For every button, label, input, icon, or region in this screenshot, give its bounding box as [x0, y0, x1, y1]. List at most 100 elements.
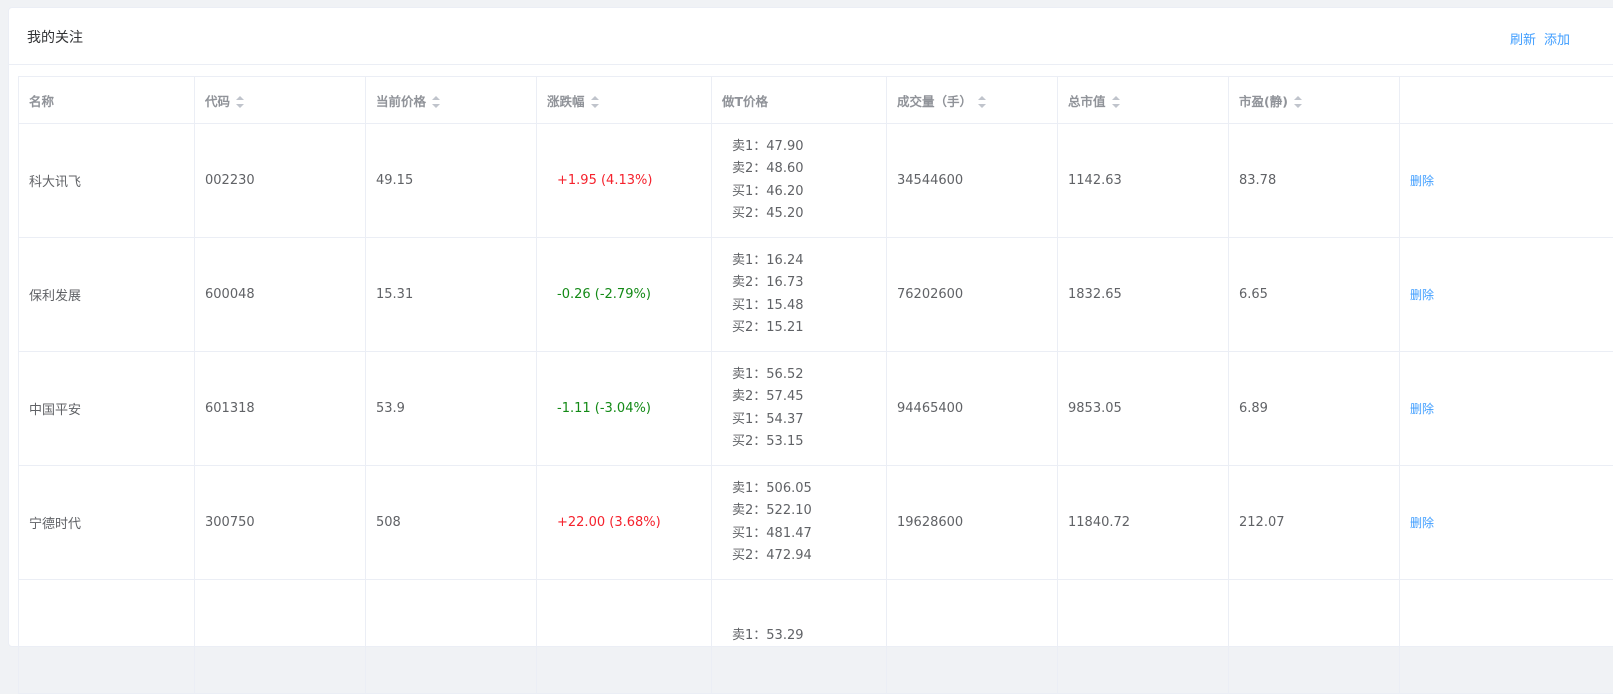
- cell-market-cap: 9853.05: [1058, 352, 1229, 466]
- cell-volume: [887, 580, 1058, 694]
- cell-text: 212.07: [1239, 515, 1285, 530]
- cell-text: 53.9: [376, 401, 405, 416]
- delete-button[interactable]: 删除: [1410, 174, 1434, 188]
- cell-code: 601318: [195, 352, 366, 466]
- card-header: 我的关注 刷新添加: [9, 8, 1613, 65]
- header-actions: 刷新添加: [1510, 29, 1578, 48]
- cell-text: 19628600: [897, 515, 963, 530]
- cell-name: 中国平安: [19, 352, 195, 466]
- cell-text: 宁德时代: [29, 517, 81, 532]
- cell-price: [366, 580, 537, 694]
- column-header[interactable]: 总市值: [1058, 77, 1229, 124]
- cell-text: 94465400: [897, 401, 963, 416]
- cell-pe: 83.78: [1229, 124, 1400, 238]
- cell-change: -1.11 (-3.04%): [537, 352, 712, 466]
- column-header[interactable]: 代码: [195, 77, 366, 124]
- add-button[interactable]: 添加: [1544, 33, 1570, 48]
- t-price-item: 卖2：57.45: [732, 386, 886, 409]
- t-price-item: 买1：15.48: [732, 295, 886, 318]
- column-header-label: 总市值: [1068, 94, 1106, 109]
- cell-text: 300750: [205, 515, 255, 530]
- cell-action: 删除: [1400, 466, 1613, 580]
- cell-text: 508: [376, 515, 401, 530]
- sort-caret-icon[interactable]: [236, 96, 244, 108]
- sort-caret-icon[interactable]: [1294, 96, 1302, 108]
- cell-text: 76202600: [897, 287, 963, 302]
- cell-market-cap: 1142.63: [1058, 124, 1229, 238]
- cell-text: 9853.05: [1068, 401, 1122, 416]
- cell-change: +1.95 (4.13%): [537, 124, 712, 238]
- column-header: 名称: [19, 77, 195, 124]
- t-price-item: 卖1：16.24: [732, 250, 886, 273]
- cell-change: +22.00 (3.68%): [537, 466, 712, 580]
- delete-button[interactable]: 删除: [1410, 402, 1434, 416]
- column-header[interactable]: 当前价格: [366, 77, 537, 124]
- delete-button[interactable]: 删除: [1410, 288, 1434, 302]
- sort-caret-icon[interactable]: [1112, 96, 1120, 108]
- cell-pe: 6.65: [1229, 238, 1400, 352]
- column-header[interactable]: 涨跌幅: [537, 77, 712, 124]
- t-price-item: 买1：54.37: [732, 409, 886, 432]
- cell-text: 11840.72: [1068, 515, 1130, 530]
- column-header-label: 名称: [29, 94, 54, 109]
- cell-code: 002230: [195, 124, 366, 238]
- cell-action: 删除: [1400, 352, 1613, 466]
- column-header-label: 涨跌幅: [547, 94, 585, 109]
- column-header[interactable]: 成交量（手）: [887, 77, 1058, 124]
- column-header: [1400, 77, 1613, 124]
- card-title: 我的关注: [27, 27, 83, 47]
- column-header-label: 成交量（手）: [897, 94, 972, 109]
- cell-text: 15.31: [376, 287, 413, 302]
- cell-text: 601318: [205, 401, 255, 416]
- change-value: +22.00 (3.68%): [547, 515, 661, 530]
- cell-t-prices: 卖1：53.29: [712, 580, 887, 694]
- cell-text: 49.15: [376, 173, 413, 188]
- t-price-item: 买1：481.47: [732, 523, 886, 546]
- cell-price: 15.31: [366, 238, 537, 352]
- t-price-item: 买2：45.20: [732, 203, 886, 226]
- change-value: -0.26 (-2.79%): [547, 287, 651, 302]
- cell-name: 保利发展: [19, 238, 195, 352]
- cell-text: 83.78: [1239, 173, 1276, 188]
- cell-pe: [1229, 580, 1400, 694]
- cell-change: -0.26 (-2.79%): [537, 238, 712, 352]
- column-header-label: 代码: [205, 94, 230, 109]
- cell-action: 删除: [1400, 238, 1613, 352]
- cell-text: 600048: [205, 287, 255, 302]
- cell-pe: 212.07: [1229, 466, 1400, 580]
- t-price-item: 卖1：506.05: [732, 478, 886, 501]
- cell-volume: 34544600: [887, 124, 1058, 238]
- cell-text: 1832.65: [1068, 287, 1122, 302]
- cell-market-cap: [1058, 580, 1229, 694]
- t-price-item: 卖1：56.52: [732, 364, 886, 387]
- t-price-item: 卖2：16.73: [732, 272, 886, 295]
- change-value: +1.95 (4.13%): [547, 173, 652, 188]
- cell-market-cap: 11840.72: [1058, 466, 1229, 580]
- cell-volume: 76202600: [887, 238, 1058, 352]
- sort-caret-icon[interactable]: [591, 96, 599, 108]
- cell-text: 科大讯飞: [29, 175, 81, 190]
- sort-caret-icon[interactable]: [978, 96, 986, 108]
- cell-text: 6.89: [1239, 401, 1268, 416]
- cell-name: 科大讯飞: [19, 124, 195, 238]
- change-value: -1.11 (-3.04%): [547, 401, 651, 416]
- table-header-row: 名称代码当前价格涨跌幅做T价格成交量（手）总市值市盈(静): [19, 77, 1613, 124]
- cell-name: [19, 580, 195, 694]
- t-price-item: 买2：15.21: [732, 317, 886, 340]
- cell-volume: 19628600: [887, 466, 1058, 580]
- column-header[interactable]: 市盈(静): [1229, 77, 1400, 124]
- cell-action: [1400, 580, 1613, 694]
- cell-price: 508: [366, 466, 537, 580]
- cell-code: [195, 580, 366, 694]
- sort-caret-icon[interactable]: [432, 96, 440, 108]
- refresh-button[interactable]: 刷新: [1510, 33, 1536, 48]
- delete-button[interactable]: 删除: [1410, 516, 1434, 530]
